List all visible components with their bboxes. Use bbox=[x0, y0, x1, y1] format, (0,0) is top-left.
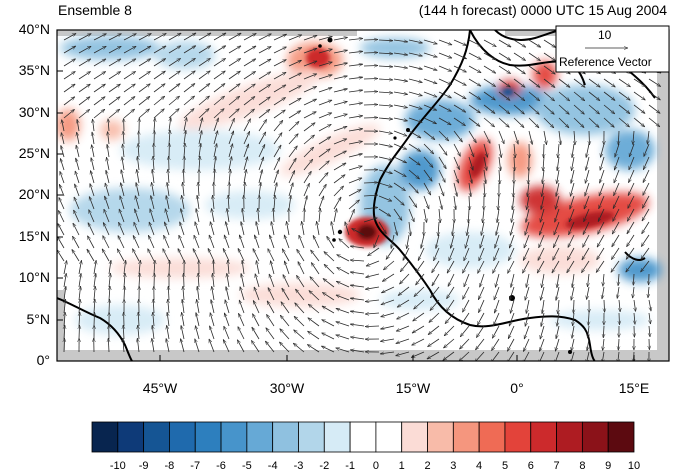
lat-label-30n: 30°N bbox=[0, 104, 50, 120]
lat-label-35n: 35°N bbox=[0, 62, 50, 78]
wind-vector-arrow bbox=[364, 79, 378, 80]
wind-vector-arrow bbox=[109, 299, 110, 313]
colorbar bbox=[92, 422, 634, 452]
colorbar-swatch bbox=[273, 422, 299, 452]
colorbar-swatch bbox=[195, 422, 221, 452]
colorbar-swatch bbox=[350, 422, 376, 452]
wind-vector-arrow bbox=[364, 40, 378, 41]
colorbar-swatch bbox=[582, 422, 608, 452]
colorbar-swatch bbox=[169, 422, 195, 452]
colorbar-swatch bbox=[376, 422, 402, 452]
colorbar-swatch bbox=[608, 422, 634, 452]
colorbar-swatch bbox=[453, 422, 479, 452]
colorbar-swatch bbox=[118, 422, 144, 452]
wind-vector-arrow bbox=[64, 338, 65, 352]
wind-vector-arrow bbox=[364, 118, 378, 119]
colorbar-swatch bbox=[505, 422, 531, 452]
colorbar-swatch bbox=[557, 422, 583, 452]
lon-label-15w: 15°W bbox=[383, 380, 443, 396]
colorbar-swatch bbox=[92, 422, 118, 452]
wind-vector-arrow bbox=[589, 131, 590, 145]
wind-vector-arrow bbox=[184, 273, 185, 287]
colorbar-label: 10 bbox=[619, 460, 649, 472]
wind-vector-arrow bbox=[364, 92, 378, 93]
wind-vector-arrow bbox=[364, 105, 378, 106]
colorbar-swatch bbox=[428, 422, 454, 452]
colorbar-swatch bbox=[144, 422, 170, 452]
reference-vector-value: 10 bbox=[598, 28, 611, 42]
lon-label-0: 0° bbox=[487, 380, 547, 396]
lat-label-20n: 20°N bbox=[0, 186, 50, 202]
wind-vector-arrow bbox=[364, 53, 378, 54]
lon-label-45w: 45°W bbox=[130, 380, 190, 396]
colorbar-swatch bbox=[479, 422, 505, 452]
lon-label-15e: 15°E bbox=[604, 380, 664, 396]
lat-label-5n: 5°N bbox=[0, 311, 50, 327]
reference-vector-label: Reference Vector bbox=[559, 55, 652, 69]
colorbar-swatch bbox=[402, 422, 428, 452]
colorbar-swatch bbox=[531, 422, 557, 452]
colorbar-swatch bbox=[298, 422, 324, 452]
lat-label-40n: 40°N bbox=[0, 21, 50, 37]
lon-label-30w: 30°W bbox=[257, 380, 317, 396]
lat-label-0: 0° bbox=[0, 352, 50, 368]
wind-vector-arrow bbox=[544, 144, 545, 158]
colorbar-swatch bbox=[324, 422, 350, 452]
colorbar-swatch bbox=[247, 422, 273, 452]
wind-vector-arrow bbox=[94, 312, 95, 326]
wind-vector-arrow bbox=[364, 66, 378, 67]
lat-label-10n: 10°N bbox=[0, 269, 50, 285]
colorbar-swatch bbox=[221, 422, 247, 452]
wind-vector-arrow bbox=[619, 313, 620, 325]
wind-vector-arrow bbox=[79, 325, 80, 339]
lat-label-25n: 25°N bbox=[0, 145, 50, 161]
missing-data-right bbox=[657, 30, 669, 361]
lat-label-15n: 15°N bbox=[0, 228, 50, 244]
